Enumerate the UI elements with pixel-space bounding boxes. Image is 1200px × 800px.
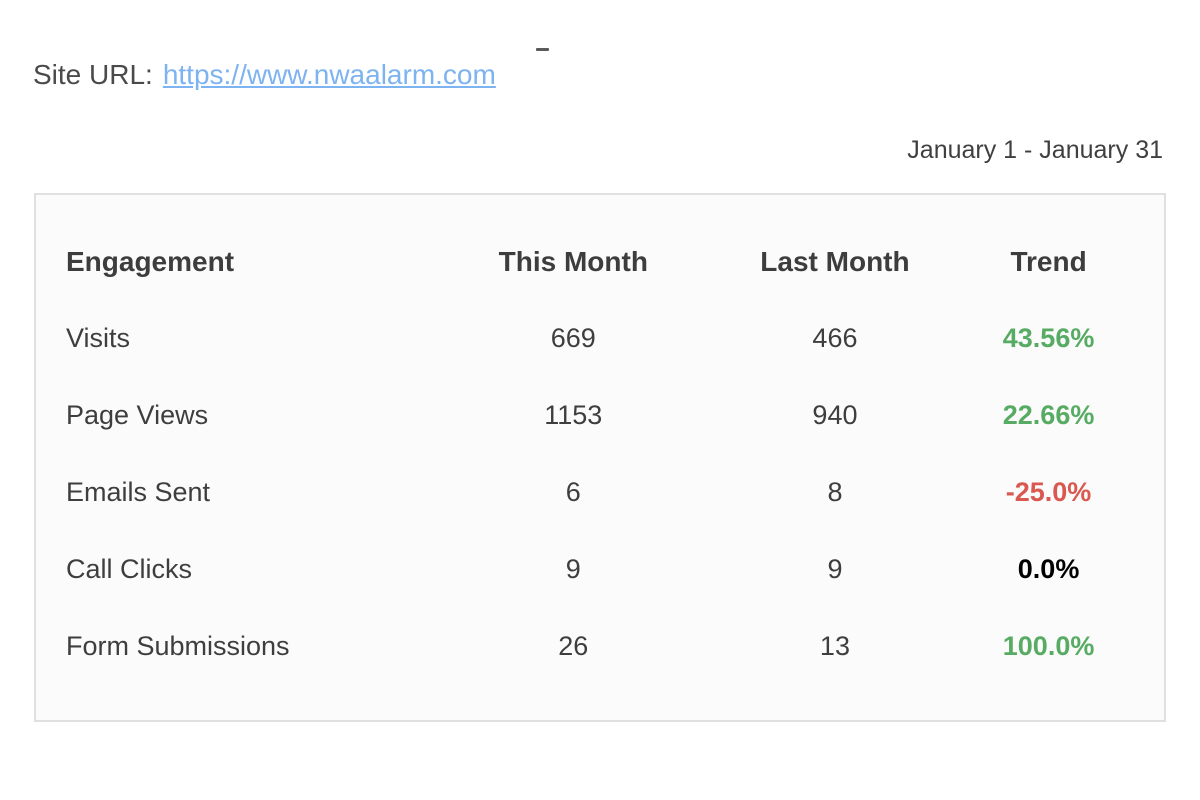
- metric-label: Emails Sent: [66, 477, 211, 507]
- last-month-value: 940: [812, 400, 858, 430]
- this-month-value: 9: [565, 554, 581, 584]
- last-month-value: 466: [812, 323, 858, 353]
- trend-value: 100.0%: [1002, 631, 1095, 661]
- metric-label: Form Submissions: [66, 631, 290, 661]
- table-row-page-views: Page Views 1153 940 22.66%: [66, 377, 1134, 454]
- last-month-value: 13: [819, 631, 850, 661]
- date-range-label: January 1 - January 31: [907, 136, 1163, 164]
- site-url-link[interactable]: https://www.nwaalarm.com: [162, 59, 496, 90]
- column-header-this-month: This Month: [498, 245, 648, 277]
- trend-value: 43.56%: [1002, 323, 1095, 353]
- column-header-last-month: Last Month: [760, 245, 910, 277]
- column-header-trend: Trend: [1010, 245, 1087, 277]
- last-month-value: 8: [827, 477, 843, 507]
- this-month-value: 1153: [544, 400, 603, 430]
- this-month-value: 26: [558, 631, 589, 661]
- this-month-value: 6: [565, 477, 581, 507]
- this-month-value: 669: [550, 323, 596, 353]
- table-row-emails-sent: Emails Sent 6 8 -25.0%: [66, 454, 1134, 531]
- metric-label: Call Clicks: [66, 554, 193, 584]
- table-header-row: Engagement This Month Last Month Trend: [66, 223, 1134, 300]
- table-row-call-clicks: Call Clicks 9 9 0.0%: [66, 531, 1134, 608]
- metric-label: Page Views: [66, 400, 209, 430]
- trend-value: -25.0%: [1005, 477, 1092, 507]
- site-url-line: Site URL: https://www.nwaalarm.com: [33, 59, 496, 91]
- site-url-label: Site URL:: [33, 59, 153, 90]
- metric-label: Visits: [66, 323, 131, 353]
- trend-value: 22.66%: [1002, 400, 1095, 430]
- trend-value: 0.0%: [1017, 554, 1080, 584]
- engagement-card: Engagement This Month Last Month Trend V…: [34, 193, 1166, 722]
- table-row-form-submissions: Form Submissions 26 13 100.0%: [66, 608, 1134, 685]
- table-row-visits: Visits 669 466 43.56%: [66, 300, 1134, 377]
- engagement-table: Engagement This Month Last Month Trend V…: [66, 223, 1134, 685]
- cropped-text-artifact: [536, 48, 549, 51]
- column-header-engagement: Engagement: [66, 245, 235, 277]
- last-month-value: 9: [827, 554, 843, 584]
